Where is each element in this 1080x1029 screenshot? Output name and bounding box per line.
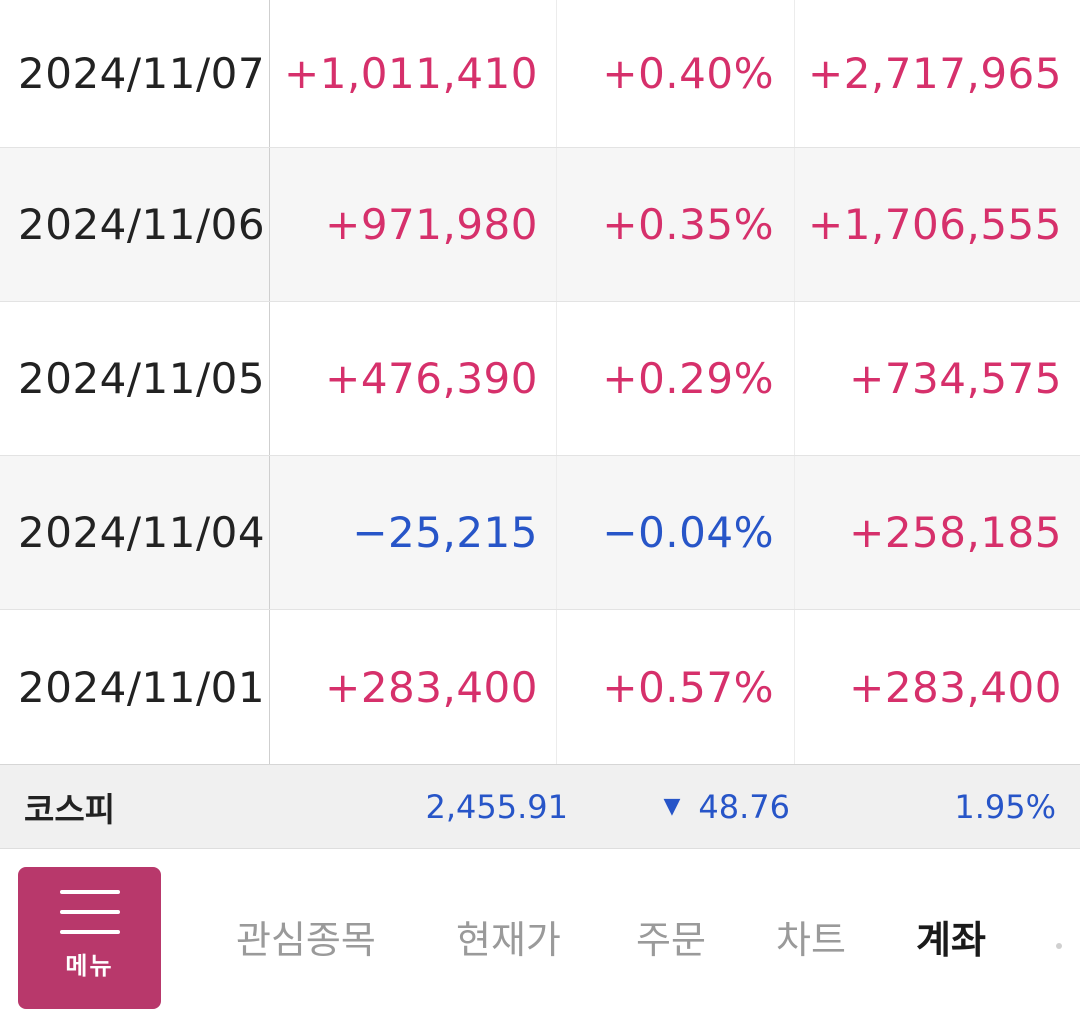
row-daily-profit: +1,011,410 [284, 49, 538, 98]
menu-label: 메뉴 [65, 951, 114, 980]
more-tabs-indicator [1056, 943, 1062, 949]
row-daily-profit: +971,980 [325, 200, 538, 249]
row-cumulative-profit: +283,400 [849, 662, 1062, 712]
tab-account[interactable]: 계좌 [916, 918, 986, 962]
row-date: 2024/11/04 [18, 508, 266, 557]
row-date: 2024/11/07 [18, 49, 266, 98]
row-daily-rate: +0.40% [602, 49, 774, 98]
row-date: 2024/11/05 [18, 354, 266, 403]
table-row[interactable]: 2024/11/06 +971,980 +0.35% +1,706,555 [0, 148, 1080, 302]
index-value: 2,455.91 [425, 787, 569, 826]
table-row[interactable]: 2024/11/01 +283,400 +0.57% +283,400 [0, 610, 1080, 764]
row-daily-rate: +0.29% [602, 354, 774, 403]
profit-table: 2024/11/07 +1,011,410 +0.40% +2,717,965 … [0, 0, 1080, 764]
table-row[interactable]: 2024/11/07 +1,011,410 +0.40% +2,717,965 [0, 0, 1080, 148]
index-rate: 1.95% [954, 787, 1056, 826]
menu-button[interactable]: 메뉴 [18, 867, 161, 1009]
hamburger-icon [59, 889, 120, 936]
row-date: 2024/11/01 [18, 662, 266, 712]
row-cumulative-profit: +2,717,965 [808, 49, 1062, 98]
row-daily-profit: −25,215 [352, 508, 538, 557]
row-cumulative-profit: +734,575 [849, 354, 1062, 403]
row-daily-rate: −0.04% [602, 508, 774, 557]
tab-current-price[interactable]: 현재가 [456, 918, 561, 962]
tab-chart[interactable]: 차트 [776, 918, 846, 962]
row-daily-profit: +476,390 [325, 354, 538, 403]
row-daily-profit: +283,400 [325, 662, 538, 712]
row-date: 2024/11/06 [18, 200, 266, 249]
tab-order[interactable]: 주문 [636, 918, 706, 962]
tab-watchlist[interactable]: 관심종목 [236, 918, 376, 962]
row-daily-rate: +0.35% [602, 200, 774, 249]
table-row[interactable]: 2024/11/04 −25,215 −0.04% +258,185 [0, 456, 1080, 610]
table-row[interactable]: 2024/11/05 +476,390 +0.29% +734,575 [0, 302, 1080, 456]
index-change-value: 48.76 [698, 787, 790, 826]
index-change: ▼ 48.76 [640, 765, 790, 848]
market-index-ticker[interactable]: 코스피 2,455.91 ▼ 48.76 1.95% [0, 764, 1080, 849]
index-name: 코스피 [24, 789, 116, 829]
row-cumulative-profit: +258,185 [849, 508, 1062, 557]
down-triangle-icon: ▼ [663, 794, 681, 819]
row-cumulative-profit: +1,706,555 [808, 200, 1062, 249]
row-daily-rate: +0.57% [602, 662, 774, 712]
bottom-nav: 메뉴 관심종목 현재가 주문 차트 계좌 [0, 849, 1080, 1029]
